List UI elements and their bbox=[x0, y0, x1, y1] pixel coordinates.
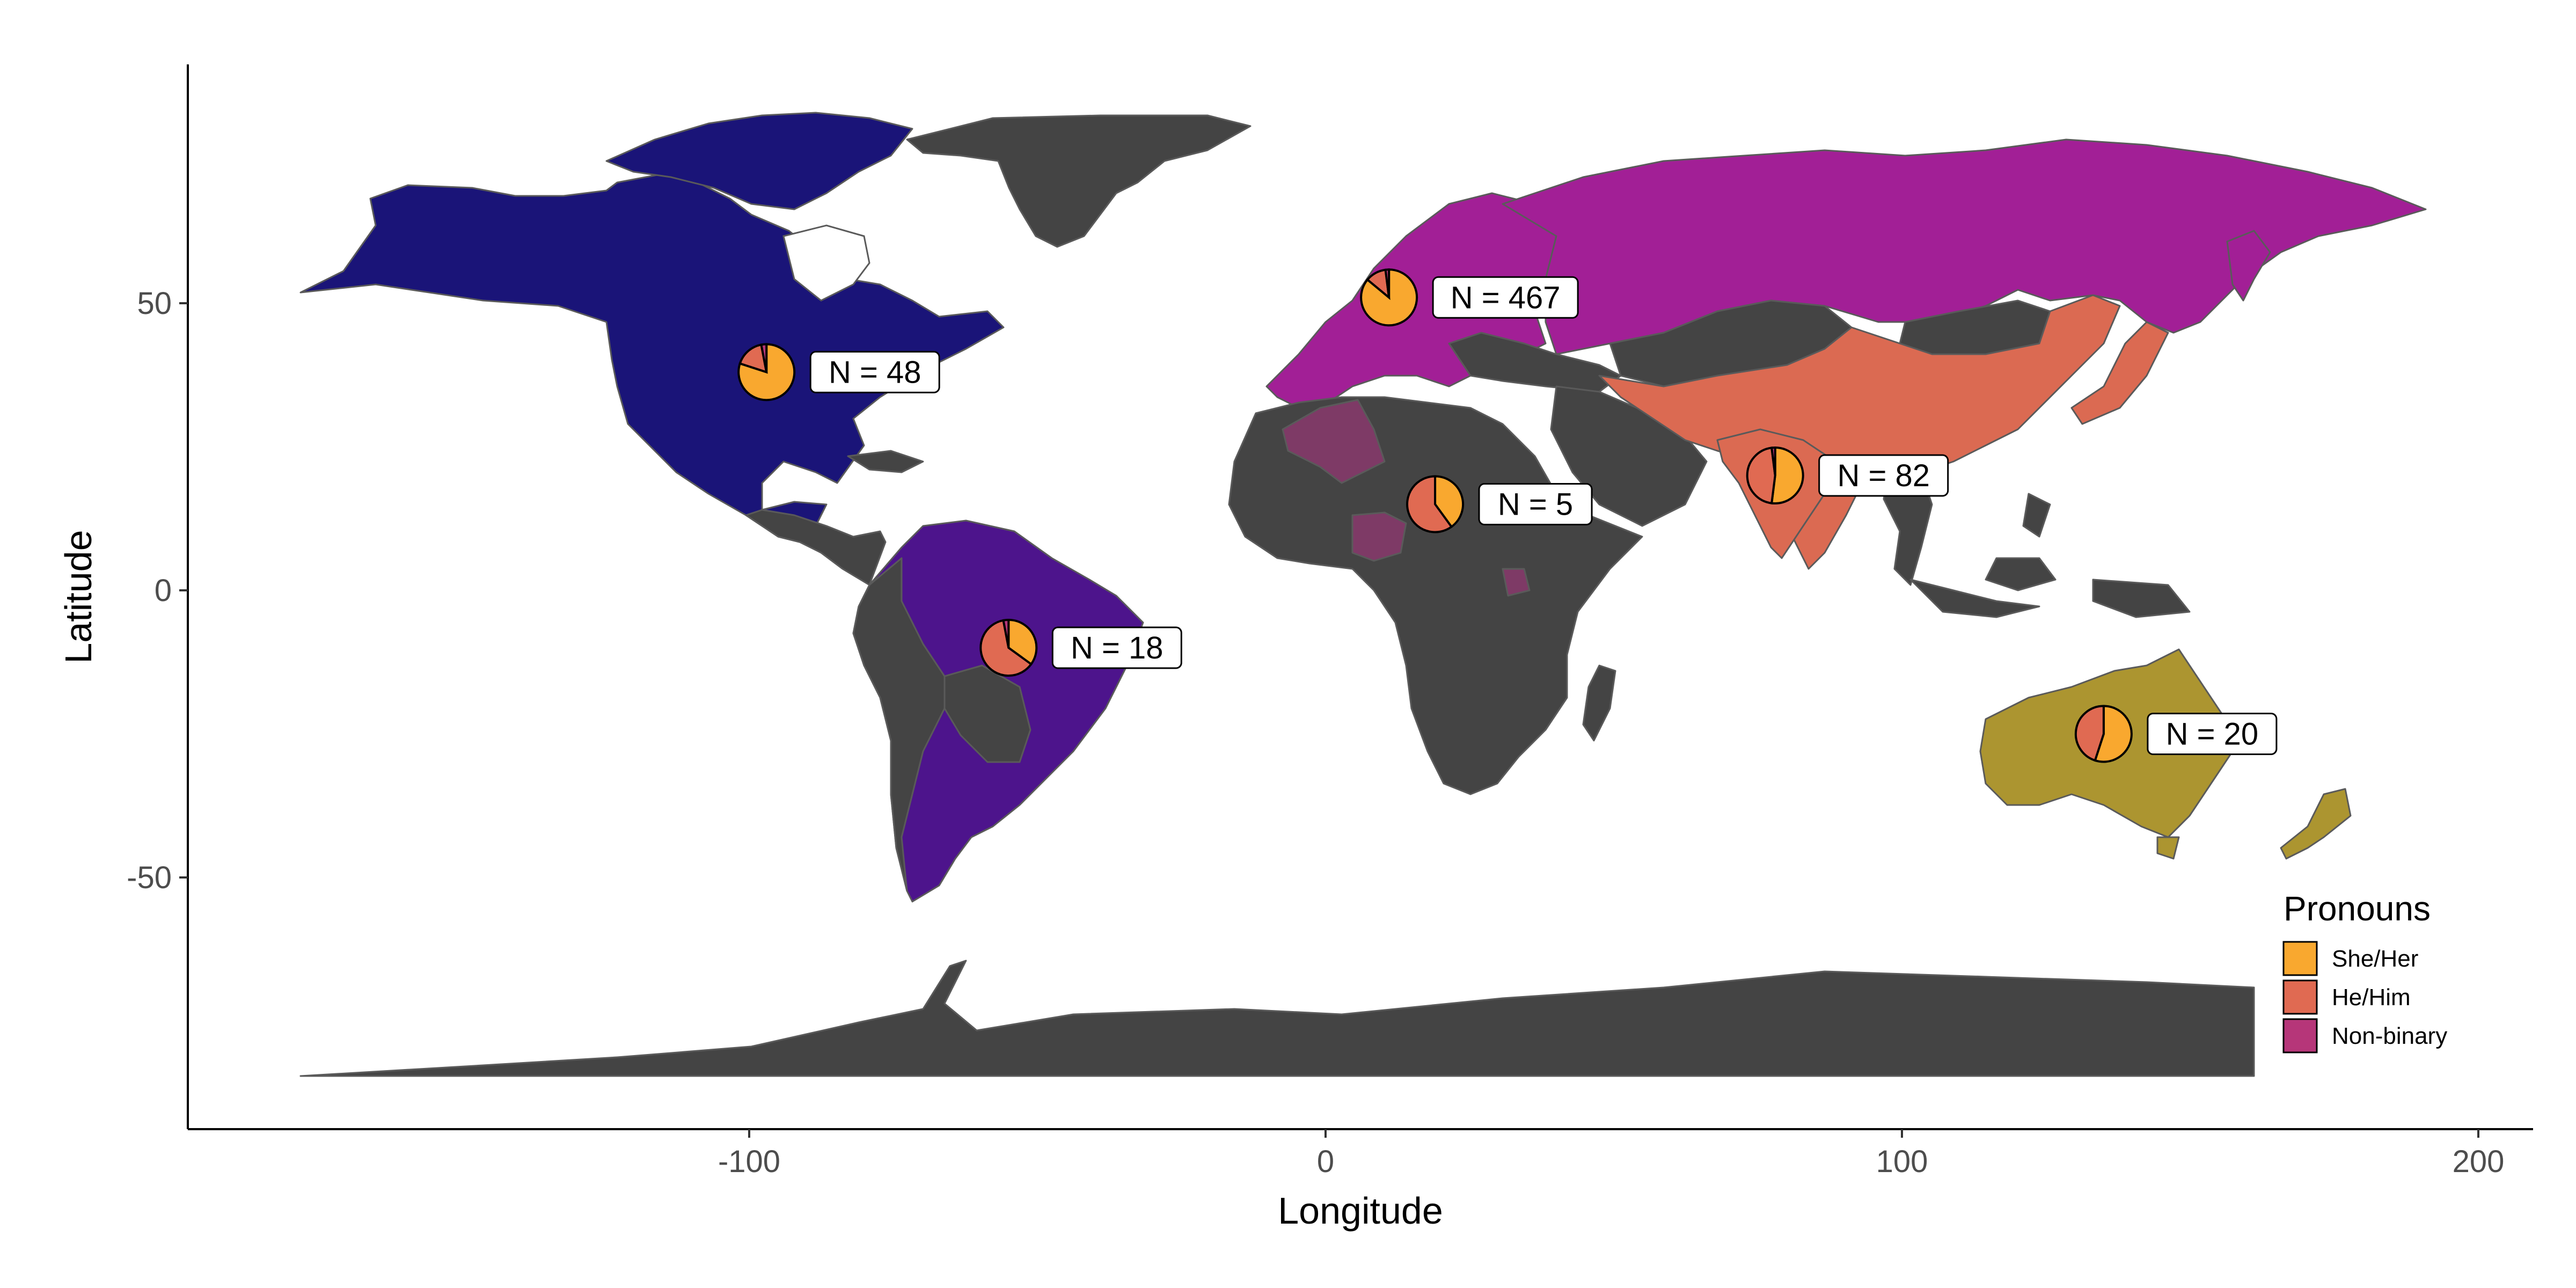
n-label-box bbox=[1432, 276, 1579, 319]
n-label: N = 20 bbox=[2166, 717, 2259, 752]
landmass-cameroon-region bbox=[1502, 568, 1531, 597]
landmass-arctic-islands bbox=[605, 112, 913, 210]
landmass-western-south-america bbox=[852, 557, 946, 892]
pie-marker: N = 5 bbox=[1406, 475, 1593, 533]
landmass-new-zealand bbox=[2280, 788, 2352, 860]
n-label-box bbox=[1051, 626, 1182, 669]
x-tick-label: -100 bbox=[718, 1144, 780, 1179]
n-label-box bbox=[809, 350, 940, 393]
n-label: N = 82 bbox=[1837, 458, 1930, 493]
x-axis-ticks: -100 0 100 200 bbox=[718, 1129, 2504, 1179]
x-axis-title: Longitude bbox=[1278, 1190, 1443, 1232]
n-label-box bbox=[2147, 713, 2278, 755]
pie-slice bbox=[1002, 618, 1010, 648]
pie-slice bbox=[1406, 475, 1453, 533]
pie-markers: N = 48 N = 18 N = 467 N = 5 N = 82 N = 20 bbox=[737, 268, 2278, 763]
hudson-bay bbox=[782, 224, 870, 302]
n-label: N = 467 bbox=[1451, 280, 1561, 315]
y-tick-label: 50 bbox=[137, 286, 172, 321]
legend-title: Pronouns bbox=[2284, 889, 2431, 928]
pie-slice bbox=[1434, 475, 1465, 529]
n-label-box bbox=[1818, 454, 1949, 497]
landmass-nigeria bbox=[1351, 511, 1407, 562]
n-label: N = 5 bbox=[1498, 487, 1573, 522]
pie-slice bbox=[1384, 268, 1391, 298]
pie-slice bbox=[2074, 705, 2105, 762]
x-tick-label: 200 bbox=[2453, 1144, 2505, 1179]
x-tick-label: 100 bbox=[1876, 1144, 1928, 1179]
legend-label: He/Him bbox=[2332, 984, 2411, 1011]
landmass-japan bbox=[2070, 321, 2169, 425]
pie-slice bbox=[760, 343, 768, 372]
pie-slice bbox=[1746, 447, 1776, 504]
n-label: N = 48 bbox=[829, 355, 921, 390]
pie-slice bbox=[1007, 618, 1038, 666]
landmass-tasmania bbox=[2156, 836, 2180, 860]
landmass-indonesia bbox=[1909, 493, 2191, 618]
legend-items: She/Her He/Him Non-binary bbox=[2282, 941, 2447, 1053]
pie-slice bbox=[1770, 446, 1804, 504]
pie-slice bbox=[979, 619, 1033, 677]
landmass-caribbean bbox=[847, 450, 924, 473]
y-tick-label: -50 bbox=[127, 860, 172, 895]
y-axis-ticks: -50 0 50 bbox=[127, 286, 188, 895]
landmass-antarctica bbox=[299, 960, 2255, 1077]
legend: Pronouns She/Her He/Him Non-binary bbox=[2282, 889, 2447, 1053]
legend-swatch bbox=[2282, 941, 2318, 976]
n-label: N = 18 bbox=[1071, 631, 1163, 665]
pie-marker: N = 467 bbox=[1360, 268, 1579, 327]
landmass-algeria bbox=[1282, 399, 1386, 484]
landmass-greenland bbox=[906, 114, 1252, 248]
pie-slice bbox=[1770, 446, 1776, 476]
pie-marker: N = 82 bbox=[1746, 446, 1949, 504]
pie-marker: N = 20 bbox=[2074, 705, 2278, 763]
legend-label: She/Her bbox=[2332, 946, 2418, 972]
legend-swatch bbox=[2282, 979, 2318, 1015]
y-tick-label: 0 bbox=[155, 573, 172, 608]
n-label-box bbox=[1478, 483, 1593, 525]
legend-label: Non-binary bbox=[2332, 1023, 2447, 1049]
landmass-kamchatka bbox=[2226, 230, 2271, 302]
x-tick-label: 0 bbox=[1317, 1144, 1334, 1179]
y-axis-title: Latitude bbox=[57, 530, 99, 663]
landmass-madagascar bbox=[1582, 664, 1616, 742]
landmass-central-america bbox=[745, 509, 887, 586]
pie-marker: N = 48 bbox=[737, 343, 940, 401]
axes bbox=[187, 64, 2533, 1130]
legend-swatch bbox=[2282, 1018, 2318, 1053]
pie-marker: N = 18 bbox=[979, 618, 1182, 677]
landmasses bbox=[299, 112, 2427, 1077]
